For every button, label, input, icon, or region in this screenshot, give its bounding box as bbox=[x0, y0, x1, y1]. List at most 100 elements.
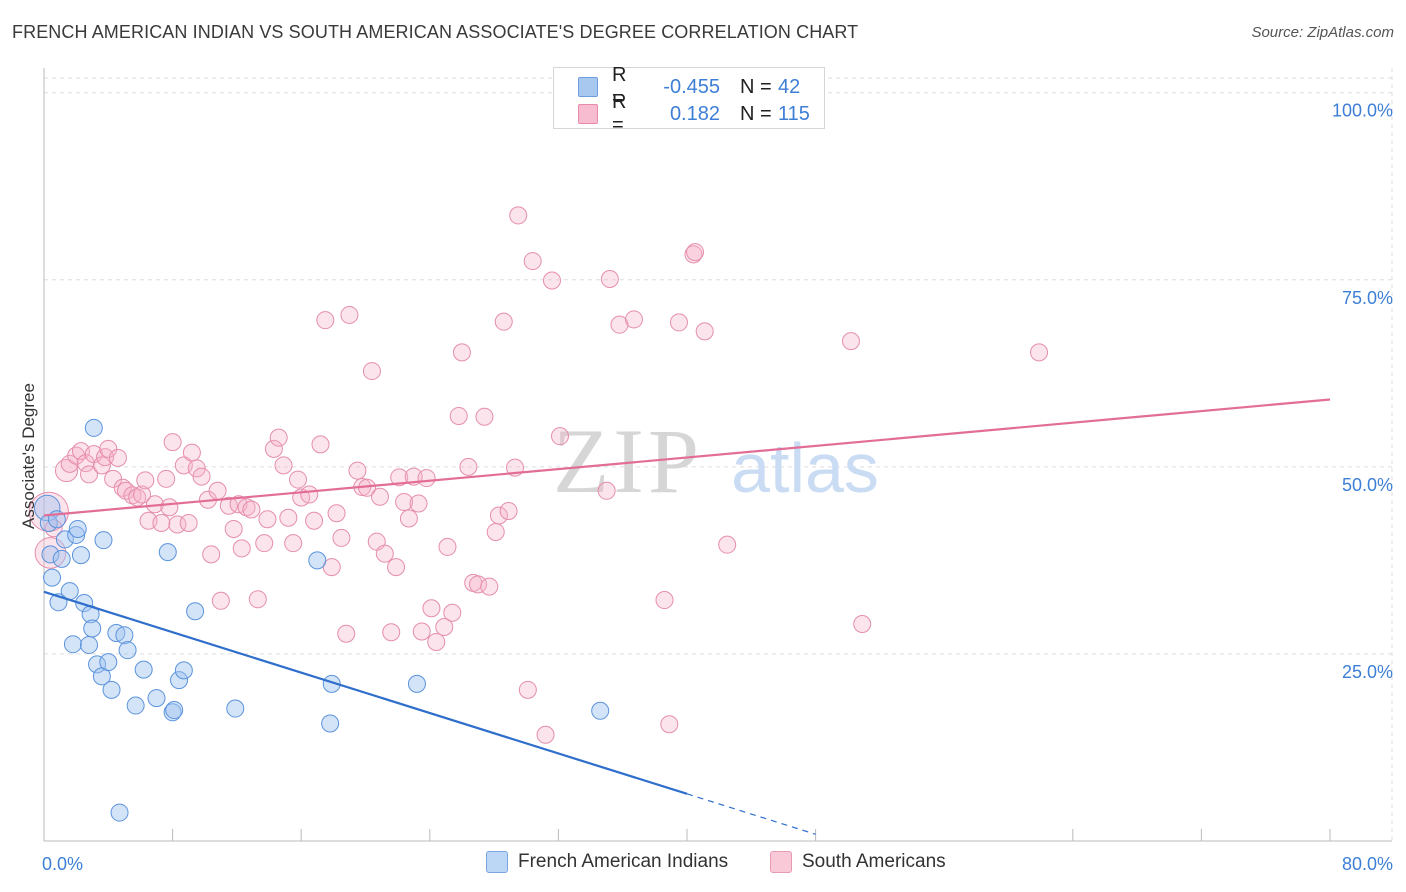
data-point bbox=[279, 508, 298, 527]
data-point bbox=[337, 624, 356, 643]
data-point bbox=[88, 655, 107, 674]
data-point bbox=[475, 407, 494, 426]
data-point bbox=[113, 478, 132, 497]
data-point bbox=[305, 511, 324, 530]
data-point bbox=[255, 534, 274, 553]
data-point bbox=[55, 530, 74, 549]
y-tick-label: 100.0% bbox=[1332, 101, 1393, 121]
data-point bbox=[118, 641, 137, 660]
data-point bbox=[841, 332, 860, 351]
data-point bbox=[147, 689, 166, 708]
data-point bbox=[300, 485, 319, 504]
data-point bbox=[52, 549, 71, 568]
data-point bbox=[179, 513, 198, 532]
data-point bbox=[655, 591, 674, 610]
data-point bbox=[168, 515, 187, 534]
data-point bbox=[224, 519, 243, 538]
data-point bbox=[242, 500, 261, 519]
data-point bbox=[258, 510, 277, 529]
data-point bbox=[499, 501, 518, 520]
data-point bbox=[83, 619, 102, 638]
trend-line-french-american-indians bbox=[43, 590, 688, 795]
n-value: 115 bbox=[778, 102, 810, 125]
data-point bbox=[669, 313, 688, 332]
data-point bbox=[99, 653, 118, 672]
x-tick-label: 0.0% bbox=[42, 854, 83, 874]
data-point bbox=[308, 551, 327, 570]
data-point bbox=[686, 243, 705, 262]
r-label: R = bbox=[612, 64, 627, 109]
legend-item-south-americans: South Americans bbox=[770, 851, 946, 873]
french-american-indians-points bbox=[33, 418, 610, 822]
data-point bbox=[480, 577, 499, 596]
watermark: ZIP atlas bbox=[553, 410, 879, 512]
data-point bbox=[435, 617, 454, 636]
data-point bbox=[264, 439, 283, 458]
data-point bbox=[542, 271, 561, 290]
data-point bbox=[382, 623, 401, 642]
data-point bbox=[417, 469, 436, 488]
south-americans-points bbox=[28, 206, 1049, 744]
data-point bbox=[321, 714, 340, 733]
data-point bbox=[163, 433, 182, 452]
data-point bbox=[123, 486, 142, 505]
data-point bbox=[370, 487, 389, 506]
r-value: -0.455 bbox=[663, 75, 720, 98]
data-point bbox=[387, 558, 406, 577]
legend-swatch-pink bbox=[770, 851, 792, 873]
data-point bbox=[208, 481, 227, 500]
data-point bbox=[600, 270, 619, 289]
data-point bbox=[438, 537, 457, 556]
y-tick-label: 75.0% bbox=[1342, 288, 1393, 308]
data-point bbox=[509, 206, 528, 225]
data-point bbox=[311, 435, 330, 454]
data-point bbox=[102, 680, 121, 699]
data-point bbox=[486, 522, 505, 541]
data-point bbox=[63, 635, 82, 654]
stats-legend: R = -0.455 N = 42 R = 0.182 N = 115 bbox=[553, 64, 825, 136]
data-point bbox=[68, 519, 87, 538]
stats-row-south-americans: R = 0.182 N = 115 bbox=[578, 91, 810, 136]
data-point bbox=[362, 362, 381, 381]
data-point bbox=[174, 661, 193, 680]
data-point bbox=[452, 343, 471, 362]
legend-item-french-american-indians: French American Indians bbox=[486, 851, 728, 873]
x-tick-label: 80.0% bbox=[1342, 854, 1393, 874]
data-point bbox=[340, 305, 359, 324]
data-point bbox=[237, 498, 256, 517]
data-point bbox=[390, 468, 409, 487]
data-point bbox=[170, 671, 189, 690]
series-legend: French American Indians South Americans bbox=[0, 851, 1406, 877]
data-point bbox=[248, 590, 267, 609]
data-point bbox=[152, 513, 171, 532]
data-point bbox=[157, 469, 176, 488]
data-point bbox=[192, 467, 211, 486]
data-point bbox=[94, 531, 113, 550]
data-point bbox=[422, 599, 441, 618]
data-point bbox=[409, 494, 428, 513]
legend-label: French American Indians bbox=[518, 851, 729, 872]
legend-swatch-blue bbox=[486, 851, 508, 873]
data-point bbox=[133, 485, 152, 504]
source-label: Source: ZipAtlas.com bbox=[1251, 24, 1394, 41]
data-point bbox=[160, 498, 179, 517]
legend-swatch-pink bbox=[578, 104, 598, 124]
data-point bbox=[1030, 343, 1049, 362]
data-point bbox=[71, 546, 90, 565]
data-point bbox=[80, 465, 99, 484]
data-point bbox=[459, 457, 478, 476]
chart-title: FRENCH AMERICAN INDIAN VS SOUTH AMERICAN… bbox=[12, 22, 859, 42]
data-point bbox=[624, 310, 643, 329]
data-point bbox=[853, 614, 872, 633]
data-point bbox=[288, 470, 307, 489]
data-point bbox=[115, 626, 134, 645]
data-point bbox=[332, 528, 351, 547]
data-point bbox=[443, 603, 462, 622]
data-point bbox=[43, 568, 62, 587]
data-point bbox=[126, 696, 145, 715]
data-point bbox=[399, 509, 418, 528]
data-point bbox=[494, 312, 513, 331]
data-point bbox=[232, 539, 251, 558]
data-point bbox=[165, 701, 184, 720]
